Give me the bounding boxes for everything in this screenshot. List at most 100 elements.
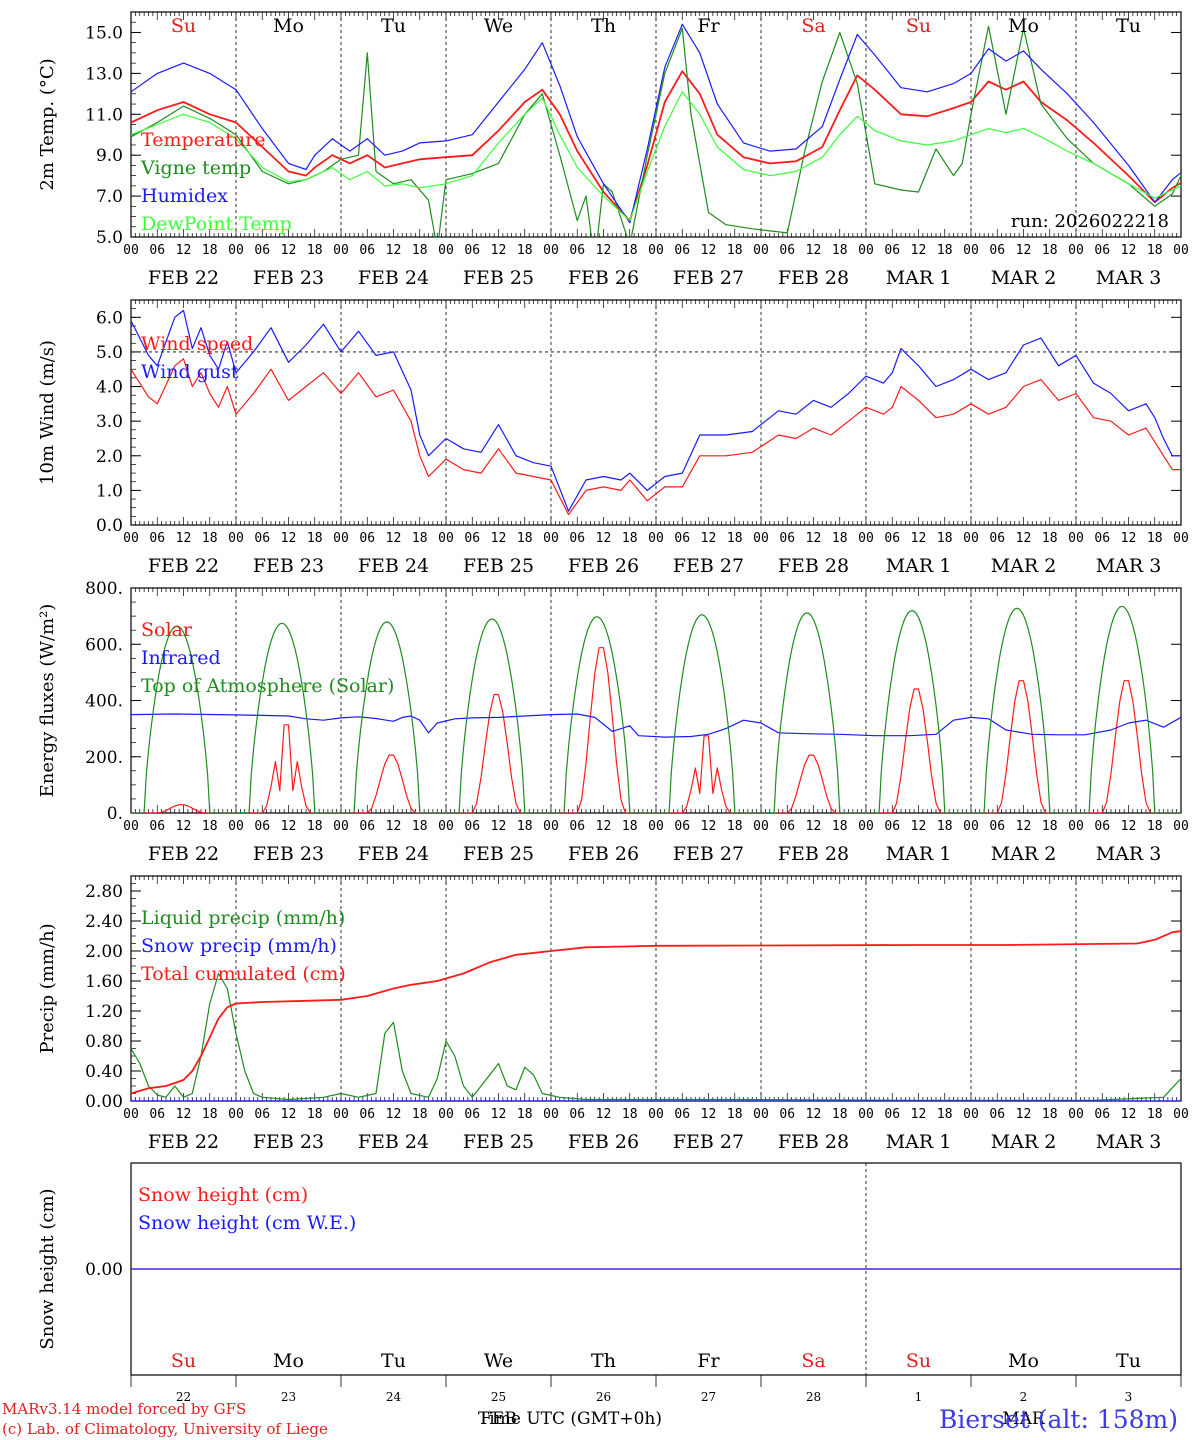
hour-tick-label: 12 bbox=[491, 819, 507, 834]
day-name: Sa bbox=[801, 15, 825, 37]
day-name: Su bbox=[171, 15, 196, 37]
hour-tick-label: 00 bbox=[123, 1107, 139, 1122]
day-name: Mo bbox=[273, 1350, 304, 1372]
hour-tick-label: 18 bbox=[307, 531, 323, 546]
hour-tick-label: 12 bbox=[911, 243, 927, 258]
hour-tick-label: 00 bbox=[963, 531, 979, 546]
series-line-solar bbox=[131, 647, 1181, 813]
hour-tick-label: 18 bbox=[937, 243, 953, 258]
date-label: FEB 28 bbox=[778, 1131, 849, 1153]
hour-tick-label: 18 bbox=[832, 819, 848, 834]
hour-tick-label: 18 bbox=[832, 243, 848, 258]
footer-model: MARv3.14 model forced by GFS bbox=[2, 1400, 246, 1418]
y-tick-label: 7.0 bbox=[96, 187, 123, 207]
hour-tick-label: 12 bbox=[806, 531, 822, 546]
y-tick-label: 2.40 bbox=[85, 912, 123, 932]
legend-temperature: Temperature bbox=[141, 129, 265, 151]
date-label: FEB 22 bbox=[148, 267, 219, 289]
hour-tick-label: 12 bbox=[386, 531, 402, 546]
hour-tick-label: 06 bbox=[464, 1107, 480, 1122]
hour-tick-label: 18 bbox=[517, 819, 533, 834]
hour-tick-label: 06 bbox=[779, 243, 795, 258]
day-number: 2 bbox=[1020, 1390, 1028, 1404]
date-label: FEB 23 bbox=[253, 555, 324, 577]
hour-tick-label: 18 bbox=[1147, 531, 1163, 546]
date-label: FEB 23 bbox=[253, 1131, 324, 1153]
series-line-wind-speed bbox=[131, 358, 1181, 516]
hour-tick-label: 06 bbox=[569, 1107, 585, 1122]
y-tick-label: 0. bbox=[107, 804, 123, 824]
hour-tick-label: 18 bbox=[1147, 819, 1163, 834]
day-number: 1 bbox=[915, 1390, 923, 1404]
day-name: Mo bbox=[1008, 15, 1039, 37]
panel-snow: Su 22 Mo 23 Tu 24 We 25 Th 26 Fr 27 Sa 28 Su 1 Mo 2 Tu 3 0.0… bbox=[37, 1162, 1182, 1429]
month-label: MAR bbox=[1002, 1409, 1046, 1429]
hour-tick-label: 00 bbox=[543, 1107, 559, 1122]
day-name: We bbox=[484, 15, 513, 37]
date-label: FEB 26 bbox=[568, 555, 639, 577]
day-name: Th bbox=[591, 15, 616, 37]
day-name: Fr bbox=[697, 1350, 720, 1372]
hour-tick-label: 06 bbox=[989, 1107, 1005, 1122]
hour-tick-label: 18 bbox=[937, 819, 953, 834]
hour-tick-label: 06 bbox=[569, 243, 585, 258]
hour-tick-label: 06 bbox=[989, 243, 1005, 258]
hour-tick-label: 00 bbox=[333, 819, 349, 834]
day-number: 27 bbox=[701, 1390, 716, 1404]
hour-tick-label: 18 bbox=[202, 1107, 218, 1122]
hour-tick-label: 18 bbox=[727, 1107, 743, 1122]
date-label: FEB 24 bbox=[358, 555, 429, 577]
hour-tick-label: 06 bbox=[779, 819, 795, 834]
series-line-humidex bbox=[131, 23, 1181, 224]
hour-tick-label: 18 bbox=[307, 819, 323, 834]
series-group bbox=[131, 930, 1181, 1101]
y-tick-label: 5.0 bbox=[96, 343, 123, 363]
legend-top-of-atmosphere-solar-: Top of Atmosphere (Solar) bbox=[141, 675, 394, 697]
panel-wind: 0.0 1.0 2.0 3.0 4.0 5.0 6.0 10m Wind (m/s) 00 06 1… bbox=[37, 299, 1189, 577]
hour-tick-label: 18 bbox=[202, 531, 218, 546]
day-number: 24 bbox=[386, 1390, 402, 1404]
hour-tick-label: 12 bbox=[911, 531, 927, 546]
hour-tick-label: 06 bbox=[464, 243, 480, 258]
hour-tick-label: 12 bbox=[176, 243, 192, 258]
y-tick-label: 1.0 bbox=[96, 481, 123, 501]
hour-tick-label: 06 bbox=[1094, 243, 1110, 258]
hour-tick-label: 12 bbox=[701, 243, 717, 258]
hour-tick-label: 18 bbox=[412, 1107, 428, 1122]
hour-tick-label: 00 bbox=[858, 531, 874, 546]
hour-tick-label: 06 bbox=[779, 531, 795, 546]
hour-tick-label: 12 bbox=[701, 819, 717, 834]
day-name: Su bbox=[906, 15, 931, 37]
hour-tick-label: 00 bbox=[858, 819, 874, 834]
y-tick-label: 13.0 bbox=[85, 64, 123, 84]
date-label: FEB 25 bbox=[463, 267, 534, 289]
hour-tick-label: 00 bbox=[648, 243, 664, 258]
panel-energy: 0. 200. 400. 600. 800. Energy fluxes (W/m²) 00… bbox=[37, 579, 1189, 865]
hour-tick-label: 12 bbox=[176, 531, 192, 546]
hour-tick-label: 18 bbox=[622, 531, 638, 546]
hour-tick-label: 06 bbox=[254, 243, 270, 258]
hour-tick-label: 12 bbox=[1121, 531, 1137, 546]
hour-tick-label: 00 bbox=[1173, 531, 1189, 546]
series-group bbox=[131, 23, 1181, 237]
hour-tick-label: 12 bbox=[596, 531, 612, 546]
hour-tick-label: 12 bbox=[806, 243, 822, 258]
plot-frame bbox=[130, 587, 1182, 814]
hour-tick-label: 00 bbox=[648, 531, 664, 546]
legend-vigne-temp: Vigne temp bbox=[140, 157, 251, 179]
hour-tick-label: 18 bbox=[832, 1107, 848, 1122]
y-tick-label: 0.40 bbox=[85, 1062, 123, 1082]
day-name: Tu bbox=[381, 15, 406, 37]
legend-snow-1: Snow height (cm W.E.) bbox=[138, 1212, 356, 1234]
legend-snow-precip-mm-h-: Snow precip (mm/h) bbox=[141, 935, 337, 957]
hour-tick-label: 00 bbox=[648, 819, 664, 834]
hour-tick-label: 18 bbox=[727, 243, 743, 258]
y-tick-label: 3.0 bbox=[96, 412, 123, 432]
day-number: 3 bbox=[1125, 1390, 1133, 1404]
date-label: MAR 1 bbox=[886, 555, 952, 577]
y-axis-label: 2m Temp. (°C) bbox=[37, 58, 58, 190]
date-label: FEB 25 bbox=[463, 1131, 534, 1153]
y-tick-label: 2.80 bbox=[85, 882, 123, 902]
series-line-infrared bbox=[131, 713, 1181, 738]
hour-tick-label: 00 bbox=[543, 819, 559, 834]
